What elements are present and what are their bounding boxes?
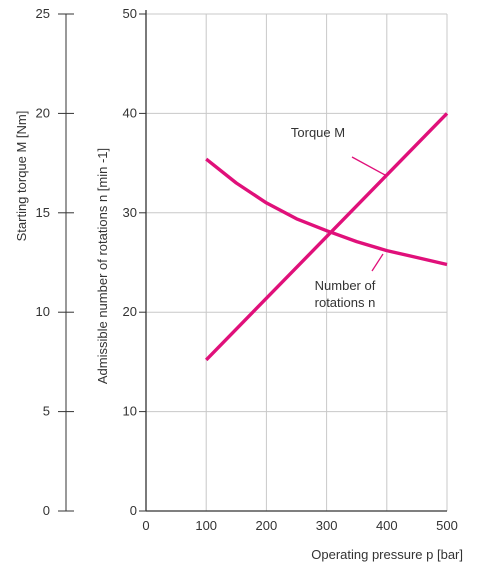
y-left-tick-label: 5 bbox=[43, 404, 50, 419]
y-right-tick-label: 10 bbox=[123, 404, 137, 419]
x-tick-label: 0 bbox=[142, 518, 149, 533]
y-left-tick-label: 10 bbox=[36, 304, 50, 319]
annotation-rotations-line: rotations n bbox=[315, 295, 376, 310]
annotation-rotations-line: Number of bbox=[315, 278, 376, 293]
annotation-rotations-leader bbox=[371, 253, 384, 272]
x-tick-label: 100 bbox=[195, 518, 217, 533]
y-left-tick-label: 20 bbox=[36, 105, 50, 120]
y-left-tick-label: 0 bbox=[43, 503, 50, 518]
series-line-torque bbox=[204, 112, 449, 362]
y-axis-left-title: Starting torque M [Nm] bbox=[14, 111, 29, 242]
series bbox=[204, 112, 449, 362]
x-tick-label: 200 bbox=[256, 518, 278, 533]
x-axis-title: Operating pressure p [bar] bbox=[311, 547, 463, 562]
x-tick-label: 300 bbox=[316, 518, 338, 533]
y-right-tick-label: 50 bbox=[123, 6, 137, 21]
annotation-torque-leader bbox=[351, 156, 386, 176]
x-tick-label: 500 bbox=[436, 518, 458, 533]
series-line-rotations bbox=[205, 157, 448, 267]
axes bbox=[65, 10, 447, 512]
x-tick-label: 400 bbox=[376, 518, 398, 533]
annotations: Torque M Number of rotations n bbox=[291, 125, 386, 310]
annotation-torque: Torque M bbox=[291, 125, 345, 140]
y-left-tick-label: 15 bbox=[36, 205, 50, 220]
y-right-tick-label: 40 bbox=[123, 105, 137, 120]
y-right-tick-label: 0 bbox=[130, 503, 137, 518]
grid bbox=[146, 13, 448, 511]
y-right-tick-label: 20 bbox=[123, 304, 137, 319]
y-left-tick-label: 25 bbox=[36, 6, 50, 21]
y-axis-right-title: Admissible number of rotations n [min -1… bbox=[95, 148, 110, 384]
y-right-tick-label: 30 bbox=[123, 205, 137, 220]
